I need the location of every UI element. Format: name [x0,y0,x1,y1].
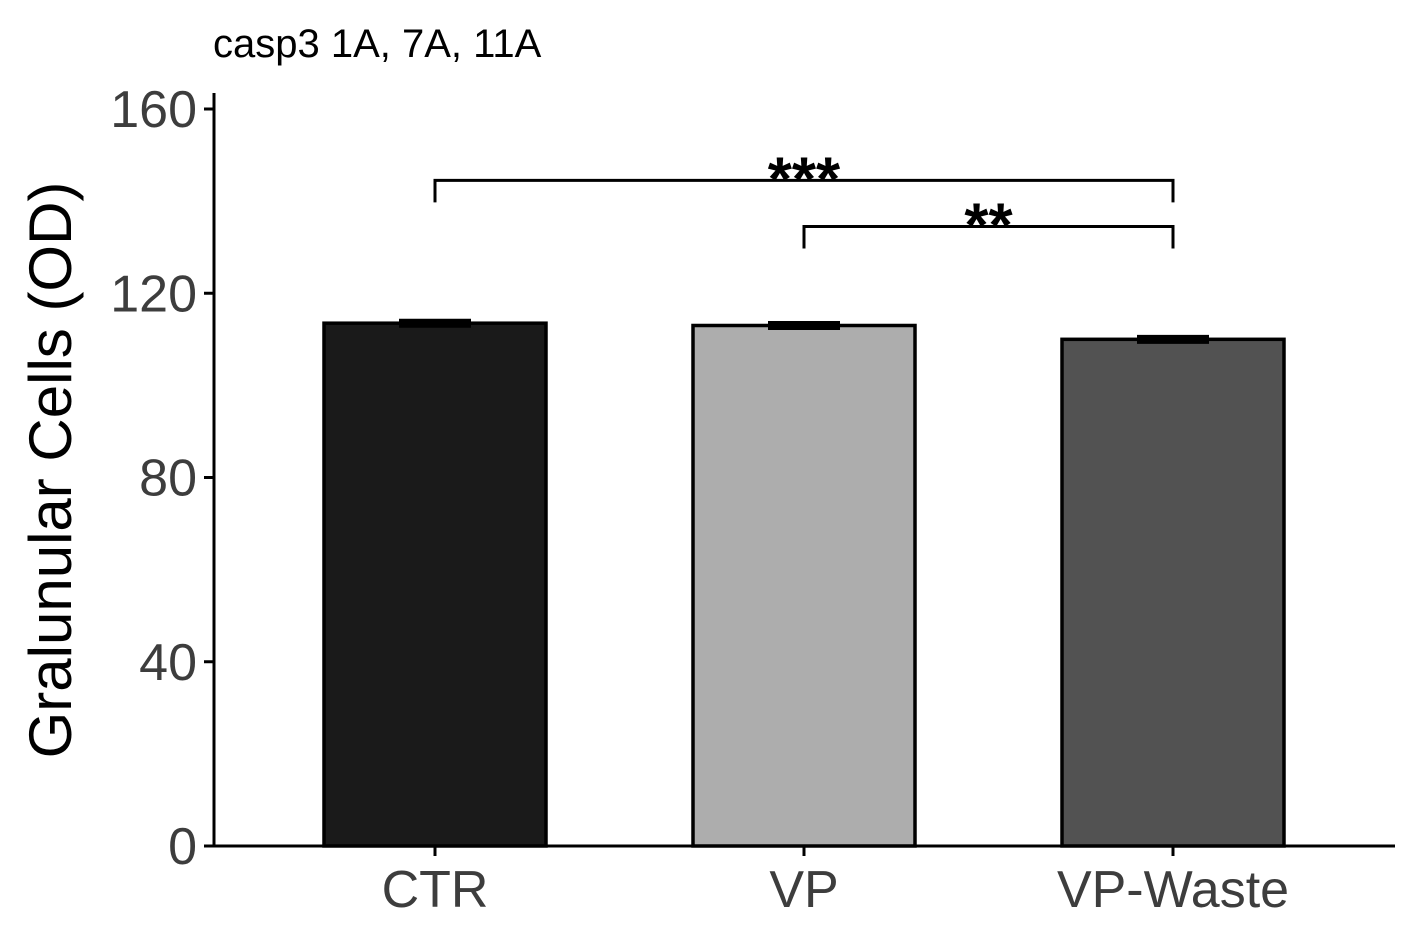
axes-layer: CTR VP VP-Waste 0 40 80 120 160 [110,81,1395,919]
x-tick-label: CTR [382,861,489,919]
y-tick-label: 160 [110,81,197,139]
y-axis-title: Gralunular Cells (OD) [17,182,84,759]
bar-vp-waste [1060,337,1286,848]
chart-title: casp3 1A, 7A, 11A [213,22,542,66]
significance-layer: ***** [433,145,1175,260]
y-tick-label: 0 [168,818,197,876]
bar-ctr [322,321,548,848]
y-tick-label: 120 [110,265,197,323]
significance-label-2: ** [964,191,1013,260]
error-bars-layer [399,318,1209,344]
y-tick-label: 80 [139,450,197,508]
y-tick-label: 40 [139,634,197,692]
x-tick-label: VP [769,861,838,919]
x-tick-label: VP-Waste [1057,861,1289,919]
significance-bracket-1 [433,178,1175,203]
bars-layer [322,321,1286,848]
significance-label-1: *** [768,145,841,214]
significance-bracket-2 [802,224,1175,249]
bar-vp [691,323,917,848]
